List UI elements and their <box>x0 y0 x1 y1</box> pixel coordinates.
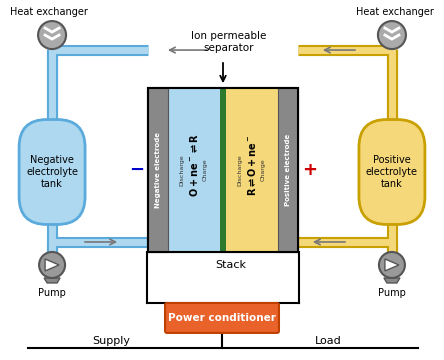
FancyBboxPatch shape <box>165 303 279 333</box>
Bar <box>219 88 226 252</box>
Text: Positive electrode: Positive electrode <box>285 134 291 206</box>
Polygon shape <box>384 278 400 283</box>
Bar <box>148 88 298 252</box>
Text: Charge: Charge <box>202 159 207 181</box>
Text: Negative
electrolyte
tank: Negative electrolyte tank <box>26 156 78 189</box>
Text: Load: Load <box>315 336 342 346</box>
Text: Stack: Stack <box>215 260 246 270</box>
Bar <box>168 88 219 252</box>
Text: Pump: Pump <box>378 288 406 298</box>
Circle shape <box>379 252 405 278</box>
Bar <box>148 88 168 252</box>
Text: Discharge: Discharge <box>179 154 184 186</box>
Text: Positive
electrolyte
tank: Positive electrolyte tank <box>366 156 418 189</box>
Polygon shape <box>44 278 60 283</box>
Bar <box>148 88 298 252</box>
Text: Ion permeable
separator: Ion permeable separator <box>191 31 267 53</box>
Text: +: + <box>302 161 317 179</box>
Text: Heat exchanger: Heat exchanger <box>356 7 434 17</box>
Text: Discharge: Discharge <box>238 154 243 186</box>
Bar <box>278 88 298 252</box>
Polygon shape <box>45 259 59 271</box>
Text: Power conditioner: Power conditioner <box>168 313 276 323</box>
Text: Charge: Charge <box>261 159 266 181</box>
Text: Heat exchanger: Heat exchanger <box>10 7 88 17</box>
FancyBboxPatch shape <box>359 120 425 225</box>
FancyBboxPatch shape <box>19 120 85 225</box>
Text: −: − <box>129 161 144 179</box>
Bar <box>226 88 278 252</box>
Text: Supply: Supply <box>92 336 130 346</box>
Text: Pump: Pump <box>38 288 66 298</box>
Polygon shape <box>385 259 399 271</box>
Circle shape <box>378 21 406 49</box>
Text: $\bf{O + ne^- \rightleftharpoons R}$: $\bf{O + ne^- \rightleftharpoons R}$ <box>188 133 200 197</box>
Circle shape <box>38 21 66 49</box>
Text: Negative electrode: Negative electrode <box>155 132 161 208</box>
Circle shape <box>39 252 65 278</box>
Text: $\bf{R \rightleftharpoons O + ne^-}$: $\bf{R \rightleftharpoons O + ne^-}$ <box>246 134 258 196</box>
